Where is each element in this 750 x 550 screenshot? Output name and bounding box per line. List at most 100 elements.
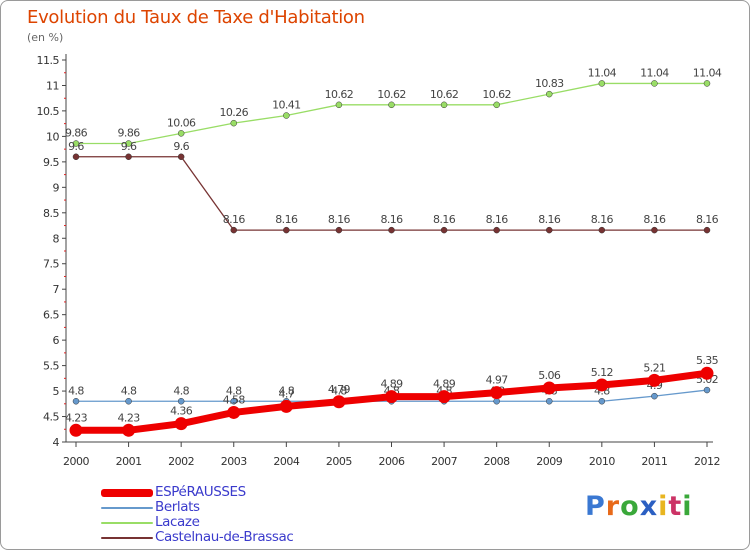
data-label-castelnau-de-brassac: 8.16 xyxy=(696,213,719,226)
legend-swatch-berlats xyxy=(101,507,153,509)
logo-letter: r xyxy=(605,491,621,522)
data-point-esperausses xyxy=(490,386,504,400)
legend-label-esperausses: ESPéRAUSSES xyxy=(155,484,246,500)
data-label-castelnau-de-brassac: 8.16 xyxy=(275,213,298,226)
data-label-esperausses: 4.7 xyxy=(278,387,294,400)
data-label-berlats: 4.8 xyxy=(173,384,189,397)
data-point-esperausses xyxy=(279,399,293,413)
data-label-castelnau-de-brassac: 8.16 xyxy=(643,213,666,226)
data-point-berlats xyxy=(598,398,606,405)
legend-label-castelnau: Castelnau-de-Brassac xyxy=(155,529,294,545)
data-point-lacaze xyxy=(651,80,658,87)
data-label-lacaze: 10.41 xyxy=(272,99,301,112)
data-label-lacaze: 10.83 xyxy=(535,77,564,90)
data-point-lacaze xyxy=(72,140,80,147)
y-tick-label: 10.5 xyxy=(37,105,60,118)
data-point-lacaze xyxy=(335,101,343,109)
data-label-berlats: 4.8 xyxy=(331,384,347,397)
data-label-esperausses: 4.89 xyxy=(433,378,456,391)
x-tick-label: 2012 xyxy=(694,455,720,468)
legend-swatch-esperausses xyxy=(101,489,153,497)
data-label-esperausses: 4.58 xyxy=(223,393,246,406)
data-label-esperausses: 4.36 xyxy=(170,405,193,418)
data-label-castelnau-de-brassac: 8.16 xyxy=(486,213,509,226)
data-point-lacaze xyxy=(388,101,395,109)
data-point-castelnau-de-brassac xyxy=(230,226,237,234)
data-point-esperausses xyxy=(227,405,241,419)
logo-letter: P xyxy=(585,491,606,522)
data-label-esperausses: 4.97 xyxy=(486,374,509,387)
y-tick-label: 10 xyxy=(46,130,59,143)
data-label-lacaze: 9.86 xyxy=(118,127,141,140)
data-label-lacaze: 10.26 xyxy=(220,106,249,119)
data-point-castelnau-de-brassac xyxy=(125,153,132,161)
data-label-lacaze: 10.62 xyxy=(325,88,354,101)
logo-letter: i xyxy=(658,491,669,522)
x-tick-label: 2005 xyxy=(326,455,352,468)
data-point-esperausses xyxy=(332,395,346,409)
x-tick-label: 2003 xyxy=(221,455,247,468)
data-point-lacaze xyxy=(546,90,553,98)
data-label-esperausses: 4.23 xyxy=(118,411,141,424)
x-tick-label: 2002 xyxy=(168,455,194,468)
data-label-castelnau-de-brassac: 8.16 xyxy=(538,213,561,226)
data-point-castelnau-de-brassac xyxy=(335,226,343,234)
x-tick-label: 2009 xyxy=(536,455,562,468)
data-label-lacaze: 10.06 xyxy=(167,116,196,129)
data-point-berlats xyxy=(72,398,80,405)
data-point-esperausses xyxy=(437,390,451,404)
data-point-lacaze xyxy=(125,140,132,147)
data-point-berlats xyxy=(493,398,500,405)
logo-letter: i xyxy=(682,491,693,522)
y-tick-label: 7 xyxy=(53,283,60,296)
data-point-berlats xyxy=(651,392,658,400)
data-point-lacaze xyxy=(283,112,290,119)
data-label-esperausses: 5.12 xyxy=(591,366,613,379)
data-point-berlats xyxy=(230,398,237,405)
data-point-esperausses xyxy=(69,423,83,437)
x-tick-label: 2004 xyxy=(273,455,299,468)
data-point-esperausses xyxy=(542,381,556,395)
data-label-lacaze: 11.04 xyxy=(588,66,617,79)
data-label-berlats: 4.8 xyxy=(68,384,84,397)
unit-label: (en %) xyxy=(27,31,64,44)
proxiti-logo: Proxiti xyxy=(585,491,693,522)
data-label-castelnau-de-brassac: 9.6 xyxy=(68,140,84,153)
data-label-castelnau-de-brassac: 8.16 xyxy=(591,213,614,226)
data-point-esperausses xyxy=(385,390,398,404)
logo-letter: t xyxy=(668,491,683,522)
y-tick-label: 11 xyxy=(46,79,59,92)
y-tick-label: 6 xyxy=(53,334,60,347)
data-point-berlats xyxy=(125,398,132,405)
data-label-lacaze: 9.86 xyxy=(65,127,88,140)
x-tick-label: 2010 xyxy=(589,455,615,468)
x-tick-label: 2006 xyxy=(379,455,405,468)
data-point-lacaze xyxy=(598,80,606,87)
data-point-esperausses xyxy=(595,378,609,392)
y-tick-label: 11.5 xyxy=(37,54,60,67)
logo-letter: o xyxy=(620,491,640,522)
y-tick-label: 8 xyxy=(53,232,60,245)
data-label-berlats: 4.8 xyxy=(226,384,242,397)
y-tick-label: 4 xyxy=(53,436,60,449)
data-point-lacaze xyxy=(230,119,237,127)
x-tick-label: 2007 xyxy=(431,455,457,468)
data-label-lacaze: 10.62 xyxy=(482,88,511,101)
y-tick-label: 4.5 xyxy=(43,411,59,424)
data-point-esperausses xyxy=(647,373,661,387)
y-tick-label: 9.5 xyxy=(43,156,59,169)
data-label-castelnau-de-brassac: 8.16 xyxy=(380,213,403,226)
data-label-esperausses: 4.23 xyxy=(65,411,88,424)
logo-letter: x xyxy=(639,491,659,522)
y-tick-label: 5 xyxy=(53,385,60,398)
y-tick-label: 6.5 xyxy=(43,309,59,322)
data-label-esperausses: 4.89 xyxy=(380,378,403,391)
data-point-castelnau-de-brassac xyxy=(440,226,448,234)
data-label-berlats: 4.8 xyxy=(121,384,137,397)
data-point-lacaze xyxy=(440,101,448,109)
data-label-esperausses: 5.35 xyxy=(696,354,719,367)
data-point-lacaze xyxy=(703,80,711,87)
data-label-castelnau-de-brassac: 9.6 xyxy=(121,140,137,153)
chart-title: Evolution du Taux de Taxe d'Habitation xyxy=(27,7,365,28)
